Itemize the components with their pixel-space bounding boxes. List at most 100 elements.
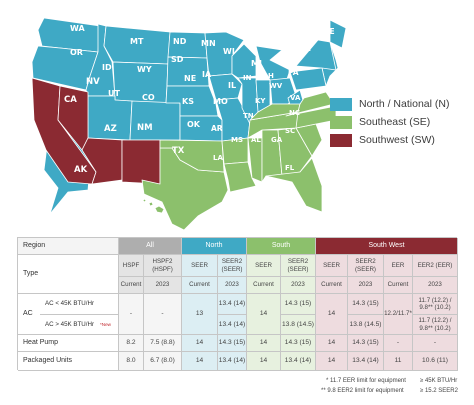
heat-pump-value: 14 xyxy=(247,335,281,352)
metric-header: EER2 (EER) xyxy=(413,255,458,277)
period-header: Current xyxy=(182,277,218,294)
state-shape-nm xyxy=(121,139,161,185)
state-shape-ny xyxy=(295,39,337,71)
state-label-al: AL xyxy=(251,136,261,144)
state-label-id: ID xyxy=(102,63,112,72)
ac-small-text: AC < 45K BTU/Hr xyxy=(45,300,94,308)
state-label-sd: SD xyxy=(171,55,184,64)
state-label-ms: MS xyxy=(231,136,243,144)
legend-label-north: North / National (N) xyxy=(359,98,450,110)
state-label-mn: MN xyxy=(201,39,216,48)
state-label-ne: NE xyxy=(184,74,196,83)
state-shape-la xyxy=(223,161,257,193)
state-label-nv: NV xyxy=(86,77,100,87)
state-label-az: AZ xyxy=(104,124,117,134)
efficiency-standards-table: Region All North South South West Type HSPF Cur… xyxy=(17,237,458,371)
heat-pump-value: - xyxy=(413,335,458,352)
footnote-eer2: ** 9.8 EER2 limit for equipment xyxy=(321,388,404,394)
legend-label-southwest: Southwest (SW) xyxy=(359,134,435,146)
header-north: North xyxy=(182,238,247,255)
ac-hspf2: - xyxy=(144,294,182,335)
legend-label-southeast: Southeast (SE) xyxy=(359,116,431,128)
packaged-units-value: 13.4 (14) xyxy=(348,352,384,371)
state-shape-pa xyxy=(289,67,327,91)
heat-pump-value: 8.2 xyxy=(119,335,144,352)
row-label-ac-small: AC < 45K BTU/Hr xyxy=(40,294,119,315)
state-label-tx: TX xyxy=(172,146,185,156)
metric-header: SEER xyxy=(247,255,281,277)
state-label-la: LA xyxy=(213,154,223,162)
state-shape-me xyxy=(329,19,347,49)
state-label-wy: WY xyxy=(137,65,152,74)
period-header: Current xyxy=(247,277,281,294)
metric-header: SEER xyxy=(316,255,348,277)
header-region: Region xyxy=(18,238,119,255)
period-header: Current xyxy=(119,277,144,294)
state-label-oh: OH xyxy=(262,72,274,80)
state-label-ut: UT xyxy=(108,89,120,98)
state-label-ks: KS xyxy=(182,97,194,106)
ac-hspf: - xyxy=(119,294,144,335)
ac-sw-seer2-small: 14.3 (15) xyxy=(348,294,384,315)
packaged-units-value: 10.6 (11) xyxy=(413,352,458,371)
period-header: 2023 xyxy=(348,277,384,294)
heat-pump-value: 14.3 (15) xyxy=(348,335,384,352)
state-label-me: ME xyxy=(322,27,335,36)
state-label-il: IL xyxy=(228,81,236,90)
heat-pump-value: 14.3 (15) xyxy=(281,335,316,352)
packaged-units-value: 13.4 (14) xyxy=(281,352,316,371)
ac-south-seer2-large: 13.8 (14.5) xyxy=(281,315,316,335)
legend-swatch-north xyxy=(330,97,352,111)
state-label-nd: ND xyxy=(173,37,187,46)
legend-swatch-southwest xyxy=(330,133,352,147)
state-label-wa: WA xyxy=(70,24,85,33)
ac-north-seer: 13 xyxy=(182,294,218,335)
metric-header: SEER2 (SEER) xyxy=(281,255,316,277)
period-header: 2023 xyxy=(144,277,182,294)
period-header: Current xyxy=(316,277,348,294)
packaged-units-value: 6.7 (8.0) xyxy=(144,352,182,371)
ac-south-seer: 14 xyxy=(247,294,281,335)
footnote-eer-threshold: ≥ 45K BTU/Hr xyxy=(420,378,458,384)
state-shape-hi xyxy=(142,198,165,214)
state-shape-co xyxy=(129,100,181,141)
state-label-pa: PA xyxy=(288,68,299,77)
heat-pump-value: 14 xyxy=(316,335,348,352)
packaged-units-value: 14 xyxy=(247,352,281,371)
state-label-va: VA xyxy=(290,94,301,102)
state-label-sc: SC xyxy=(285,127,295,135)
heat-pump-value: - xyxy=(384,335,413,352)
state-label-mo: MO xyxy=(213,97,228,106)
packaged-units-value: 11 xyxy=(384,352,413,371)
metric-header: HSPF2 (HSPF) xyxy=(144,255,182,277)
footnote-eer: * 11.7 EER limit for equipment xyxy=(326,378,406,384)
state-label-ar: AR xyxy=(211,124,223,133)
state-label-mi: MI xyxy=(251,59,262,68)
state-label-wv: WV xyxy=(269,82,283,90)
state-label-ny: NY xyxy=(300,44,313,53)
ac-sw-eer2-large: 11.7 (12.2) / 9.8** (10.2) xyxy=(413,315,458,335)
state-label-wi: WI xyxy=(223,47,235,56)
state-label-ga: GA xyxy=(271,136,283,144)
state-label-in: IN xyxy=(243,74,252,82)
state-label-co: CO xyxy=(142,93,155,102)
ac-sw-seer2-large: 13.8 (14.5) xyxy=(348,315,384,335)
state-shape-ia xyxy=(208,73,243,101)
header-type: Type xyxy=(18,255,119,294)
heat-pump-value: 14 xyxy=(182,335,218,352)
packaged-units-value: 14 xyxy=(316,352,348,371)
packaged-units-value: 14 xyxy=(182,352,218,371)
state-label-tn: TN xyxy=(243,112,254,120)
footnote-eer2-threshold: ≥ 15.2 SEER2 xyxy=(420,388,458,394)
ac-south-seer2-small: 14.3 (15) xyxy=(281,294,316,315)
state-shape-mi xyxy=(255,45,291,83)
ac-sw-seer: 14 xyxy=(316,294,348,335)
new-badge: *New xyxy=(100,321,111,327)
heat-pump-value: 14.3 (15) xyxy=(218,335,247,352)
state-label-ca: CA xyxy=(64,95,77,105)
state-label-ia: IA xyxy=(202,70,212,79)
legend-swatch-southeast xyxy=(330,115,352,129)
packaged-units-value: 13.4 (14) xyxy=(218,352,247,371)
period-header: 2023 xyxy=(281,277,316,294)
state-label-or: OR xyxy=(70,48,83,57)
